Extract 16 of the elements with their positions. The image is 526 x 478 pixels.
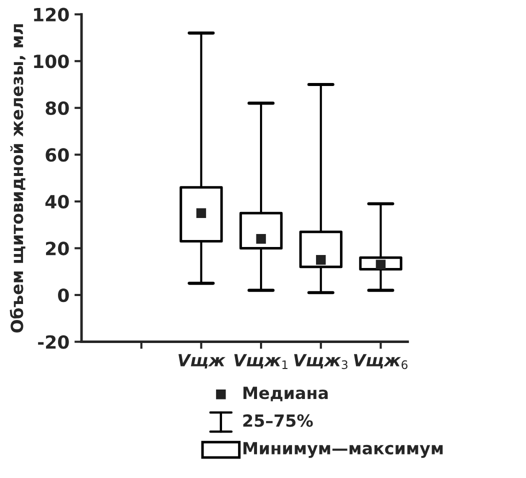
y-tick-label: 60 [46,148,69,162]
x-tick-label: Vщж$_{1}$ [234,354,288,369]
y-tick-label: 40 [45,194,69,209]
text: 25–75% [243,414,313,427]
y-tick-label: 120 [34,8,69,22]
x-tick-label: Vщж [178,354,226,369]
y-axis-title: Объем щитовидной железы, мл [10,24,26,332]
text: Минимум—максимум [243,442,443,458]
y-tick-label: 0 [58,288,69,302]
text: Медиана [243,386,328,402]
x-tick-label: Vщж$_{6}$ [354,354,408,370]
x-tick-label: Vщж$_{3}$ [294,354,348,370]
y-tick-label: 100 [34,54,69,68]
y-tick-label: 20 [46,242,69,256]
y-tick-label: 80 [46,101,69,116]
y-tick-label: -20 [38,335,69,349]
